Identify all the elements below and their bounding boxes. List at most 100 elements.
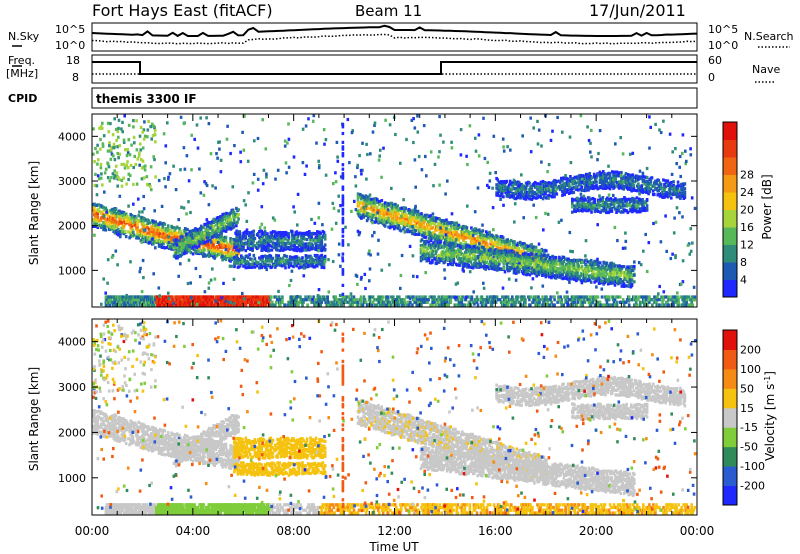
scatter-cell bbox=[269, 254, 273, 258]
scatter-cell bbox=[210, 253, 213, 258]
scatter-cell bbox=[214, 232, 218, 236]
scatter-cell bbox=[205, 242, 208, 246]
scatter-cell bbox=[659, 182, 663, 187]
scatter-cell bbox=[281, 239, 285, 243]
scatter-cell bbox=[257, 233, 260, 237]
scatter-cell bbox=[123, 303, 127, 307]
scatter-cell bbox=[590, 210, 593, 214]
scatter-cell bbox=[461, 227, 464, 231]
scatter-cell bbox=[158, 228, 162, 232]
scatter-cell bbox=[123, 295, 127, 299]
scatter-cell bbox=[259, 262, 262, 266]
scatter-cell bbox=[96, 212, 100, 216]
scatter-cell bbox=[496, 246, 499, 250]
scatter-cell bbox=[452, 254, 456, 258]
scatter-cell bbox=[219, 225, 222, 229]
scatter-cell bbox=[586, 278, 590, 283]
scatter-cell bbox=[511, 191, 514, 196]
scatter-cell bbox=[195, 233, 198, 237]
scatter-cell bbox=[635, 196, 639, 200]
scatter-cell bbox=[623, 178, 627, 182]
scatter-cell bbox=[446, 263, 450, 267]
scatter-cell bbox=[320, 245, 324, 249]
noise-panel: N.Sky 10^5 10^0 10^5 10^0 N.Search bbox=[8, 22, 794, 52]
scatter-cell bbox=[594, 273, 597, 277]
scatter-cell bbox=[175, 225, 179, 229]
scatter-cell bbox=[369, 207, 372, 211]
scatter-cell bbox=[182, 242, 186, 246]
scatter-cell bbox=[213, 256, 216, 260]
scatter-cell bbox=[554, 185, 557, 189]
scatter-cell bbox=[640, 209, 643, 213]
scatter-cell bbox=[620, 170, 623, 175]
scatter-cell bbox=[535, 274, 538, 278]
scatter-cell bbox=[304, 242, 308, 246]
scatter-cell bbox=[211, 235, 214, 239]
scatter-cell bbox=[402, 218, 405, 222]
scatter-cell bbox=[193, 239, 196, 243]
scatter-cell bbox=[546, 260, 550, 264]
scatter-cell bbox=[408, 211, 412, 215]
scatter-cell bbox=[115, 232, 119, 236]
scatter-cell bbox=[126, 220, 129, 224]
scatter-cell bbox=[137, 214, 140, 218]
scatter-cell bbox=[527, 192, 530, 196]
scatter-cell bbox=[524, 197, 528, 201]
scatter-cell bbox=[544, 257, 548, 262]
scatter-cell bbox=[616, 198, 619, 202]
scatter-cell bbox=[403, 225, 406, 229]
scatter-cell bbox=[197, 232, 201, 236]
scatter-cell bbox=[603, 267, 607, 271]
scatter-cell bbox=[449, 228, 453, 232]
scatter-cell bbox=[266, 244, 269, 248]
scatter-cell bbox=[632, 187, 636, 191]
scatter-cell bbox=[137, 236, 140, 240]
scatter-cell bbox=[391, 216, 395, 220]
scatter-cell bbox=[363, 198, 367, 202]
scatter-cell bbox=[148, 221, 152, 225]
scatter-cell bbox=[156, 232, 160, 236]
scatter-cell bbox=[276, 248, 279, 252]
scatter-cell bbox=[270, 265, 274, 269]
scatter-cell bbox=[236, 230, 240, 234]
scatter-cell bbox=[536, 193, 539, 197]
scatter-cell bbox=[295, 241, 299, 245]
scatter-cell bbox=[574, 181, 578, 185]
scatter-cell bbox=[431, 236, 435, 240]
scatter-cell bbox=[657, 178, 661, 182]
scatter-cell bbox=[267, 246, 270, 250]
scatter-cell bbox=[378, 214, 381, 218]
scatter-cell bbox=[387, 225, 390, 229]
scatter-cell bbox=[287, 232, 291, 236]
scatter-cell bbox=[357, 204, 361, 208]
scatter-cell bbox=[496, 251, 500, 255]
scatter-cell bbox=[372, 213, 376, 217]
scatter-cell bbox=[437, 260, 441, 264]
scatter-cell bbox=[237, 208, 240, 212]
scatter-cell bbox=[499, 237, 503, 241]
scatter-cell bbox=[631, 173, 635, 177]
scatter-cell bbox=[477, 247, 481, 251]
scatter-cell bbox=[372, 206, 376, 210]
scatter-cell bbox=[676, 186, 680, 190]
scatter-cell bbox=[555, 259, 559, 263]
scatter-cell bbox=[397, 212, 401, 216]
scatter-cell bbox=[560, 257, 563, 261]
scatter-cell bbox=[450, 253, 453, 257]
scatter-cell bbox=[194, 244, 197, 248]
scatter-cell bbox=[441, 250, 444, 254]
scatter-cell bbox=[555, 180, 559, 184]
scatter-cell bbox=[283, 233, 286, 237]
scatter-cell bbox=[626, 173, 630, 177]
scatter-cell bbox=[223, 223, 227, 227]
scatter-cell bbox=[459, 242, 463, 246]
scatter-cell bbox=[429, 239, 433, 243]
scatter-cell bbox=[614, 268, 618, 272]
scatter-cell bbox=[552, 186, 555, 190]
scatter-cell bbox=[123, 300, 127, 304]
scatter-cell bbox=[602, 173, 605, 177]
scatter-cell bbox=[424, 242, 427, 246]
scatter-cell bbox=[572, 186, 576, 190]
scatter-cell bbox=[323, 243, 327, 247]
scatter-cell bbox=[124, 298, 128, 302]
